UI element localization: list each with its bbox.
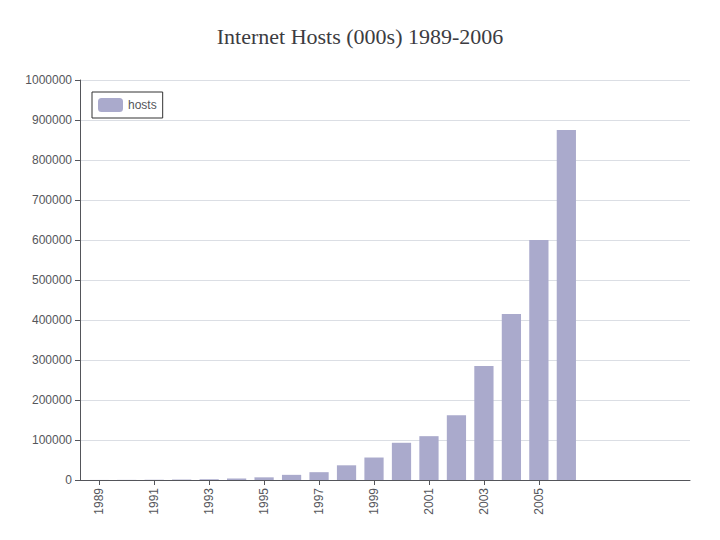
svg-text:2005: 2005 bbox=[532, 488, 546, 515]
svg-text:1995: 1995 bbox=[257, 488, 271, 515]
svg-text:1989: 1989 bbox=[92, 488, 106, 515]
svg-text:1993: 1993 bbox=[202, 488, 216, 515]
svg-text:1997: 1997 bbox=[312, 488, 326, 515]
svg-text:100000: 100000 bbox=[32, 433, 72, 447]
svg-text:Internet Hosts (000s) 1989-200: Internet Hosts (000s) 1989-2006 bbox=[217, 24, 504, 49]
svg-text:1991: 1991 bbox=[147, 488, 161, 515]
svg-text:1000000: 1000000 bbox=[25, 73, 72, 87]
svg-text:600000: 600000 bbox=[32, 233, 72, 247]
svg-text:400000: 400000 bbox=[32, 313, 72, 327]
svg-text:900000: 900000 bbox=[32, 113, 72, 127]
svg-text:hosts: hosts bbox=[128, 98, 157, 112]
svg-text:0: 0 bbox=[65, 473, 72, 487]
svg-text:300000: 300000 bbox=[32, 353, 72, 367]
svg-text:700000: 700000 bbox=[32, 193, 72, 207]
svg-text:200000: 200000 bbox=[32, 393, 72, 407]
svg-text:2003: 2003 bbox=[477, 488, 491, 515]
svg-text:800000: 800000 bbox=[32, 153, 72, 167]
svg-text:2001: 2001 bbox=[422, 488, 436, 515]
svg-text:1999: 1999 bbox=[367, 488, 381, 515]
svg-text:500000: 500000 bbox=[32, 273, 72, 287]
